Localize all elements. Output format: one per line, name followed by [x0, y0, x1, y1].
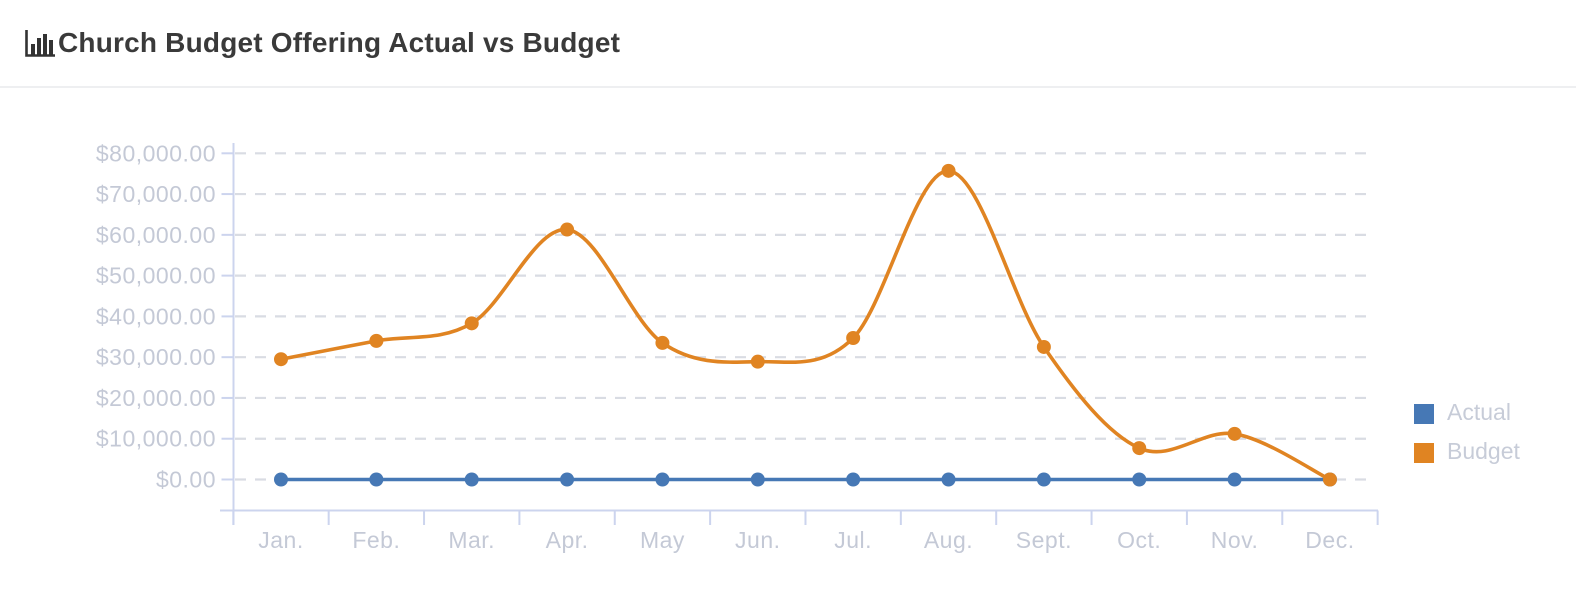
actual-point[interactable]: [1036, 472, 1051, 487]
actual-swatch: [1414, 403, 1434, 424]
legend-label-budget: Budget: [1447, 438, 1520, 464]
budget-point[interactable]: [1227, 426, 1242, 441]
x-tick-label: Mar.: [448, 527, 495, 553]
header: Church Budget Offering Actual vs Budget: [0, 0, 1576, 88]
budget-point[interactable]: [560, 222, 575, 237]
axes: [220, 143, 1379, 525]
legend-item-budget[interactable]: Budget: [1414, 440, 1520, 465]
actual-point[interactable]: [655, 472, 670, 487]
budget-point[interactable]: [1132, 441, 1147, 456]
budget-series: [274, 163, 1337, 487]
x-tick-label: Dec.: [1305, 527, 1354, 553]
page-title: Church Budget Offering Actual vs Budget: [58, 27, 621, 58]
y-tick-label: $30,000.00: [96, 344, 216, 370]
legend-item-actual[interactable]: Actual: [1414, 401, 1520, 426]
actual-point[interactable]: [274, 472, 288, 487]
x-axis-labels: Jan. Feb. Mar. Apr. May Jun. Jul. Aug. Sept. Oct.…: [258, 527, 1354, 553]
actual-point[interactable]: [1132, 472, 1147, 487]
chart-legend: Actual Budget: [1414, 401, 1520, 465]
budget-point[interactable]: [750, 354, 765, 369]
gridlines: [221, 152, 1374, 481]
actual-point[interactable]: [560, 472, 575, 487]
x-tick-label: Aug.: [924, 527, 973, 553]
bar-chart-icon: [25, 30, 55, 57]
budget-point[interactable]: [274, 352, 288, 367]
line-chart: $0.00 $10,000.00 $20,000.00 $30,000.00 $40,0…: [0, 88, 1576, 604]
budget-line: [280, 169, 1331, 482]
y-tick-label: $60,000.00: [96, 222, 216, 248]
x-tick-label: Jun.: [735, 527, 780, 553]
budget-swatch: [1414, 442, 1434, 463]
budget-point[interactable]: [941, 163, 956, 178]
y-tick-label: $70,000.00: [96, 181, 216, 207]
x-tick-label: Jul.: [834, 527, 872, 553]
x-tick-label: Feb.: [352, 527, 400, 553]
y-tick-label: $20,000.00: [96, 385, 216, 411]
y-axis-labels: $0.00 $10,000.00 $20,000.00 $30,000.00 $40,0…: [96, 140, 216, 492]
x-tick-label: Nov.: [1211, 527, 1259, 553]
budget-point[interactable]: [1036, 339, 1051, 354]
y-tick-label: $0.00: [156, 467, 216, 493]
actual-point[interactable]: [1227, 472, 1242, 487]
actual-series: [274, 472, 1337, 487]
budget-point[interactable]: [1322, 472, 1337, 487]
actual-point[interactable]: [369, 472, 384, 487]
legend-label-actual: Actual: [1447, 399, 1511, 425]
chart-canvas: $0.00 $10,000.00 $20,000.00 $30,000.00 $40,0…: [96, 140, 1379, 553]
budget-point[interactable]: [369, 333, 384, 348]
x-tick-label: May: [640, 527, 685, 553]
y-tick-label: $80,000.00: [96, 140, 216, 166]
x-tick-label: Oct.: [1117, 527, 1161, 553]
actual-point[interactable]: [464, 472, 479, 487]
y-tick-label: $40,000.00: [96, 303, 216, 329]
actual-point[interactable]: [750, 472, 765, 487]
x-tick-label: Sept.: [1016, 527, 1072, 553]
x-tick-label: Apr.: [546, 527, 589, 553]
y-tick-label: $50,000.00: [96, 263, 216, 289]
budget-point[interactable]: [846, 331, 861, 346]
actual-point[interactable]: [941, 472, 956, 487]
actual-point[interactable]: [846, 472, 861, 487]
y-tick-label: $10,000.00: [96, 426, 216, 452]
budget-point[interactable]: [655, 335, 670, 350]
budget-point[interactable]: [464, 316, 479, 331]
x-tick-label: Jan.: [258, 527, 303, 553]
